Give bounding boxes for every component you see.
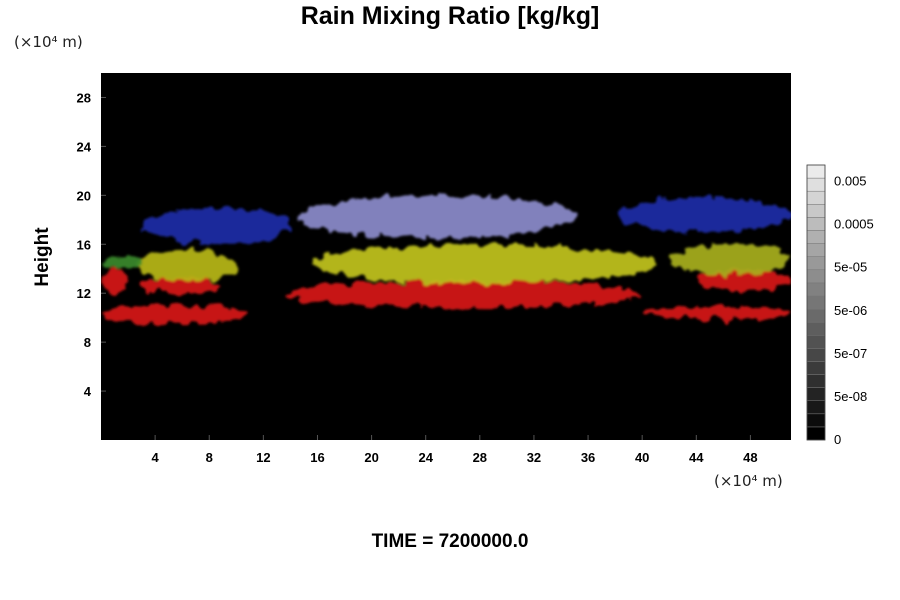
x-tick-label: 16 bbox=[310, 450, 324, 465]
data-region-2 bbox=[141, 277, 223, 294]
data-region-0 bbox=[101, 305, 250, 324]
colorbar-segment bbox=[806, 243, 826, 257]
y-tick-label: 28 bbox=[77, 90, 91, 105]
x-tick-label: 44 bbox=[689, 450, 704, 465]
x-tick-label: 28 bbox=[473, 450, 487, 465]
y-tick-label: 24 bbox=[77, 139, 92, 154]
x-tick-label: 20 bbox=[364, 450, 378, 465]
colorbar-segment bbox=[806, 217, 826, 231]
data-region-10 bbox=[141, 207, 291, 245]
data-region-4 bbox=[642, 305, 791, 321]
colorbar-label: 5e-06 bbox=[834, 303, 867, 318]
colorbar-label: 0.005 bbox=[834, 174, 867, 189]
colorbar-label: 5e-05 bbox=[834, 260, 867, 275]
data-region-8 bbox=[669, 244, 791, 275]
colorbar-segment bbox=[806, 204, 826, 218]
x-tick-label: 12 bbox=[256, 450, 270, 465]
y-tick-label: 20 bbox=[77, 188, 91, 203]
colorbar-segment bbox=[806, 177, 826, 192]
data-region-11 bbox=[297, 195, 575, 239]
chart-title: Rain Mixing Ratio [kg/kg] bbox=[300, 2, 600, 30]
colorbar-segment bbox=[806, 361, 826, 375]
colorbar-label: 5e-08 bbox=[834, 389, 867, 404]
x-tick-label: 8 bbox=[206, 450, 213, 465]
colorbar-segment bbox=[806, 164, 826, 179]
colorbar-segment bbox=[806, 282, 826, 297]
colorbar-segment bbox=[806, 334, 826, 349]
colorbar-segment bbox=[806, 308, 826, 323]
data-region-3 bbox=[283, 280, 643, 308]
colorbar-segment bbox=[806, 269, 826, 284]
colorbar-segment bbox=[806, 374, 826, 388]
colorbar-segment bbox=[806, 413, 826, 428]
colorbar-segment bbox=[806, 230, 826, 244]
colorbar-segment bbox=[806, 426, 826, 441]
data-region-6 bbox=[134, 250, 237, 281]
colorbar-label: 0.0005 bbox=[834, 217, 874, 232]
colorbar-segment bbox=[806, 256, 826, 271]
x-tick-label: 36 bbox=[581, 450, 595, 465]
y-tick-label: 8 bbox=[84, 335, 91, 350]
x-tick-label: 24 bbox=[418, 450, 433, 465]
colorbar-segment bbox=[806, 400, 826, 415]
x-axis-unit: (×10⁴ m) bbox=[714, 472, 783, 490]
y-tick-label: 16 bbox=[77, 237, 91, 252]
x-tick-label: 4 bbox=[152, 450, 160, 465]
y-tick-label: 4 bbox=[84, 384, 92, 399]
colorbar-label: 5e-07 bbox=[834, 346, 867, 361]
data-region-7 bbox=[310, 244, 656, 284]
y-tick-label: 12 bbox=[77, 286, 91, 301]
colorbar-label: 0 bbox=[834, 432, 841, 447]
colorbar-segment bbox=[806, 387, 826, 401]
colorbar-segment bbox=[806, 348, 826, 362]
colorbar-segment bbox=[806, 321, 826, 336]
x-tick-label: 48 bbox=[743, 450, 757, 465]
colorbar-frame bbox=[806, 164, 826, 441]
time-label: TIME = 7200000.0 bbox=[371, 531, 529, 552]
x-tick-label: 40 bbox=[635, 450, 649, 465]
y-axis-unit: (×10⁴ m) bbox=[14, 33, 83, 51]
data-region-12 bbox=[615, 197, 791, 233]
colorbar-segment bbox=[806, 190, 826, 205]
colorbar-segment bbox=[806, 295, 826, 310]
x-tick-label: 32 bbox=[527, 450, 541, 465]
data-region-9 bbox=[101, 256, 142, 269]
data-region-1 bbox=[101, 268, 129, 294]
